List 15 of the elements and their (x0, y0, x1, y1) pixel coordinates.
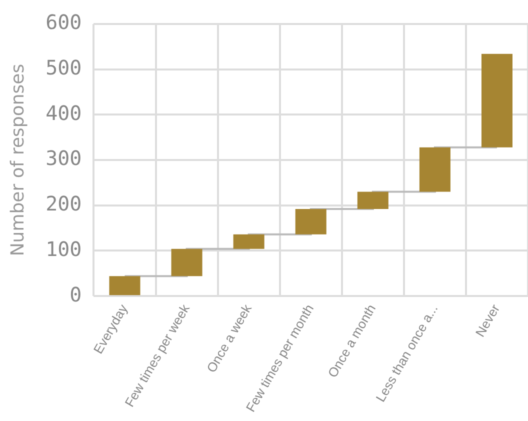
bar (109, 276, 140, 296)
y-tick-label: 100 (46, 236, 82, 261)
y-tick-label: 600 (46, 10, 82, 34)
y-tick-label: 400 (46, 100, 82, 125)
bar (233, 234, 264, 249)
y-tick-label: 500 (46, 56, 82, 80)
bar (171, 248, 202, 276)
y-tick-label: 300 (46, 146, 82, 170)
y-tick-label: 0 (70, 282, 82, 306)
bar (419, 147, 450, 192)
bar (357, 192, 388, 210)
y-axis-title: Number of responses (7, 64, 28, 256)
bar (481, 54, 512, 148)
y-tick-label: 200 (46, 192, 82, 216)
bar (295, 209, 326, 234)
